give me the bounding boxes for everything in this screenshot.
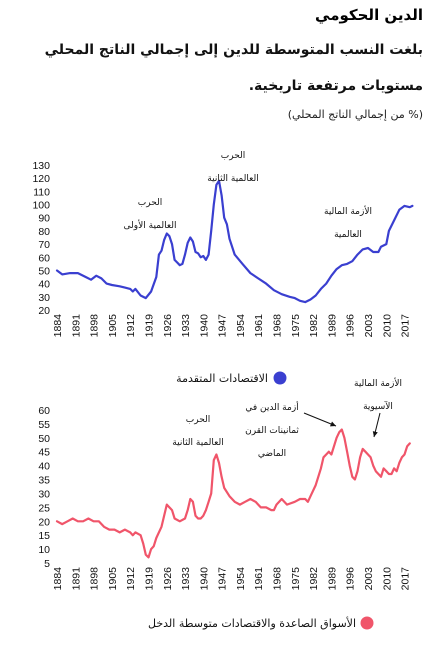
x-tick-label: 1989 [326,314,338,338]
y-tick-label: 40 [38,461,50,473]
x-tick-label: 1961 [253,314,265,338]
x-tick-label: 1947 [217,567,229,591]
x-tick-label: 2003 [363,314,375,338]
x-tick-label: 1940 [198,567,210,591]
y-tick-label: 90 [38,213,50,225]
x-tick-label: 1982 [308,314,320,338]
y-tick-label: 60 [38,405,50,417]
subtitle-line-2: مستويات مرتفعة تاريخية. [248,78,423,94]
annotation-arrow [303,412,337,427]
legend-marker [360,616,374,630]
x-tick-label: 1912 [125,567,137,591]
x-tick-label: 1919 [143,567,155,591]
subtitle-line-1: بلغت النسب المتوسطة للدين إلى إجمالي الن… [44,42,423,58]
x-tick-label: 1947 [217,314,229,338]
x-tick-label: 1891 [70,567,82,591]
y-tick-label: 20 [38,305,50,317]
x-tick-label: 1884 [52,314,64,338]
annotation-text: العالمية الثانية [207,174,258,184]
annotation-text: الماضي [258,449,286,459]
y-tick-label: 130 [32,160,50,172]
x-tick-label: 1891 [70,314,82,338]
x-tick-label: 1919 [143,314,155,338]
x-tick-label: 1898 [89,314,101,338]
x-tick-label: 1989 [326,567,338,591]
x-tick-label: 1961 [253,567,265,591]
annotation-text: العالمية الثانية [172,438,223,448]
x-tick-label: 2003 [363,567,375,591]
y-tick-label: 80 [38,226,50,238]
series-line [55,179,414,304]
y-tick-label: 50 [38,433,50,445]
annotation-text: الحرب [186,415,211,425]
x-tick-label: 1975 [290,314,302,338]
y-tick-label: 100 [32,200,50,212]
x-tick-label: 2017 [400,314,412,338]
annotation-text: أزمة الدين في [245,401,298,413]
y-tick-label: 40 [38,279,50,291]
x-tick-label: 1905 [107,567,119,591]
x-tick-label: 1926 [162,314,174,338]
y-tick-label: 10 [38,544,50,556]
x-tick-label: 1884 [52,567,64,591]
x-tick-label: 2017 [400,567,412,591]
y-tick-label: 20 [38,516,50,528]
x-tick-label: 1982 [308,567,320,591]
x-tick-label: 1968 [272,567,284,591]
x-tick-label: 1926 [162,567,174,591]
x-tick-label: 1933 [180,314,192,338]
x-tick-label: 1996 [345,567,357,591]
y-tick-label: 30 [38,292,50,304]
x-tick-label: 1968 [272,314,284,338]
annotation-text: الحرب [221,151,246,161]
y-tick-label: 25 [38,502,50,514]
unit-label: (% من إجمالي الناتج المحلي) [287,108,423,121]
y-tick-label: 30 [38,488,50,500]
x-tick-label: 1898 [89,567,101,591]
legend-label: الاقتصادات المتقدمة [176,372,268,385]
page-title: الدين الحكومي [315,6,423,24]
annotation-arrowhead [330,421,336,427]
y-tick-label: 45 [38,447,50,459]
y-tick-label: 110 [33,186,50,198]
annotation-text: العالمية الأولى [124,219,177,231]
y-tick-label: 50 [38,265,50,277]
y-tick-label: 5 [44,558,50,570]
x-tick-label: 1905 [107,314,119,338]
x-tick-label: 2010 [381,314,393,338]
legend-marker [273,371,287,385]
x-tick-label: 1975 [290,567,302,591]
x-tick-label: 1996 [345,314,357,338]
series-line [55,428,411,559]
annotation-arrowhead [372,431,378,437]
annotation-text: الآسيوية [363,400,393,412]
x-tick-label: 1933 [180,567,192,591]
legend-label: الأسواق الصاعدة والاقتصادات متوسطة الدخل [148,616,356,630]
annotation-text: ثمانينات القرن [245,426,299,436]
y-tick-label: 60 [38,252,50,264]
annotation-text: العالمية [334,230,362,240]
y-tick-label: 120 [32,173,50,185]
annotation-text: الحرب [138,198,163,208]
x-tick-label: 1940 [198,314,210,338]
y-tick-label: 70 [38,239,50,251]
annotation-text: الأزمة المالية [324,205,372,217]
y-tick-label: 55 [38,419,50,431]
annotation-text: الأزمة المالية [354,377,402,389]
y-tick-label: 15 [38,530,50,542]
x-tick-label: 1954 [235,314,247,338]
x-tick-label: 2010 [381,567,393,591]
x-tick-label: 1954 [235,567,247,591]
y-tick-label: 35 [38,475,50,487]
x-tick-label: 1912 [125,314,137,338]
